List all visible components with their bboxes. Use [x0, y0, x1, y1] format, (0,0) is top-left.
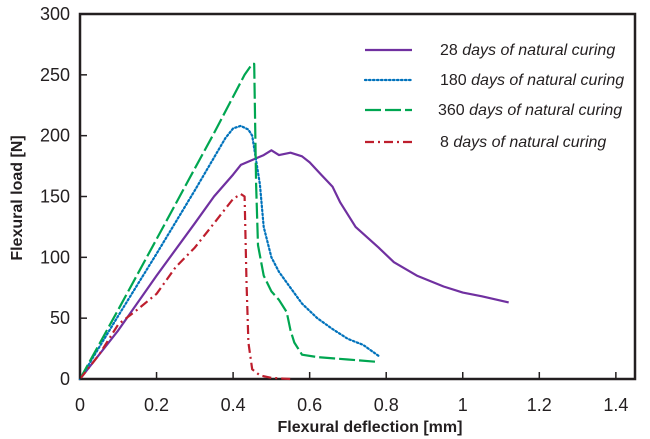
y-tick-label: 100: [40, 247, 70, 267]
series-line-360-days: [79, 62, 379, 380]
y-tick-label: 300: [40, 4, 70, 24]
y-axis-ticks: 0 50 100 150 200 250 300: [40, 4, 87, 389]
x-tick-label: 1: [458, 395, 468, 415]
legend-label-28-days: 28 days of natural curing: [440, 42, 615, 59]
x-axis-label: Flexural deflection [mm]: [278, 419, 463, 436]
series-line-8-days: [79, 193, 291, 381]
legend-label-8-days: 8 days of natural curing: [440, 134, 606, 151]
x-tick-label: 0.8: [374, 395, 399, 415]
x-tick-label: 1.2: [527, 395, 552, 415]
legend: 28 days of natural curing 180 days of nat…: [363, 42, 624, 151]
x-tick-label: 1.4: [603, 395, 628, 415]
plot-frame: [78, 12, 637, 381]
series-line-28-days: [79, 149, 509, 380]
y-tick-label: 150: [40, 187, 70, 207]
legend-label-360-days: 360 days of natural curing: [438, 102, 622, 119]
y-tick-label: 250: [40, 65, 70, 85]
x-axis-ticks: 0 0.2 0.4 0.6 0.8 1 1.2 1.4: [75, 372, 628, 415]
x-tick-label: 0.4: [221, 395, 246, 415]
y-tick-label: 0: [60, 369, 70, 389]
x-tick-label: 0.6: [297, 395, 322, 415]
x-tick-label: 0: [75, 395, 85, 415]
x-tick-label: 0.2: [144, 395, 169, 415]
y-axis-label: Flexural load [N]: [9, 135, 26, 260]
y-tick-label: 50: [50, 308, 70, 328]
legend-label-180-days: 180 days of natural curing: [440, 72, 624, 89]
series-line-180-days: [78, 124, 380, 381]
y-tick-label: 200: [40, 126, 70, 146]
plot-area: [78, 12, 637, 381]
